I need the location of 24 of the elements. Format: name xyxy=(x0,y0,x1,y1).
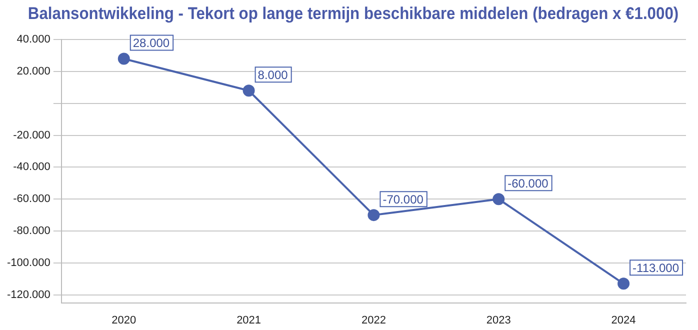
data-label: 28.000 xyxy=(132,36,170,50)
y-tick-label: -20.000 xyxy=(13,129,50,142)
y-tick-label: -40.000 xyxy=(13,161,50,174)
point xyxy=(118,52,130,65)
y-tick-label: -60.000 xyxy=(13,193,50,206)
y-tick-label: -100.000 xyxy=(6,256,50,269)
x-tick-label: 2020 xyxy=(112,314,136,326)
point xyxy=(368,209,380,222)
x-tick-label: 2022 xyxy=(361,314,386,326)
chart-title: Balansontwikkeling - Tekort op lange termijn beschikbare middelen (bedragen x €1.000) xyxy=(28,3,679,25)
y-tick-label: -120.000 xyxy=(6,288,50,301)
y-tick-label: -80.000 xyxy=(13,225,50,238)
data-label: -113.000 xyxy=(632,260,680,275)
point xyxy=(242,84,255,97)
x-tick-label: 2024 xyxy=(611,314,636,326)
point xyxy=(492,193,505,206)
data-label: -70.000 xyxy=(382,192,424,206)
y-tick-label: 40.000 xyxy=(16,34,50,46)
point xyxy=(618,278,630,290)
x-tick-label: 2021 xyxy=(236,314,262,326)
y-tick-label: 20.000 xyxy=(16,66,50,78)
data-label: -60.000 xyxy=(508,176,549,190)
x-tick-label: 2023 xyxy=(486,314,511,326)
data-label: 8.000 xyxy=(258,68,288,82)
